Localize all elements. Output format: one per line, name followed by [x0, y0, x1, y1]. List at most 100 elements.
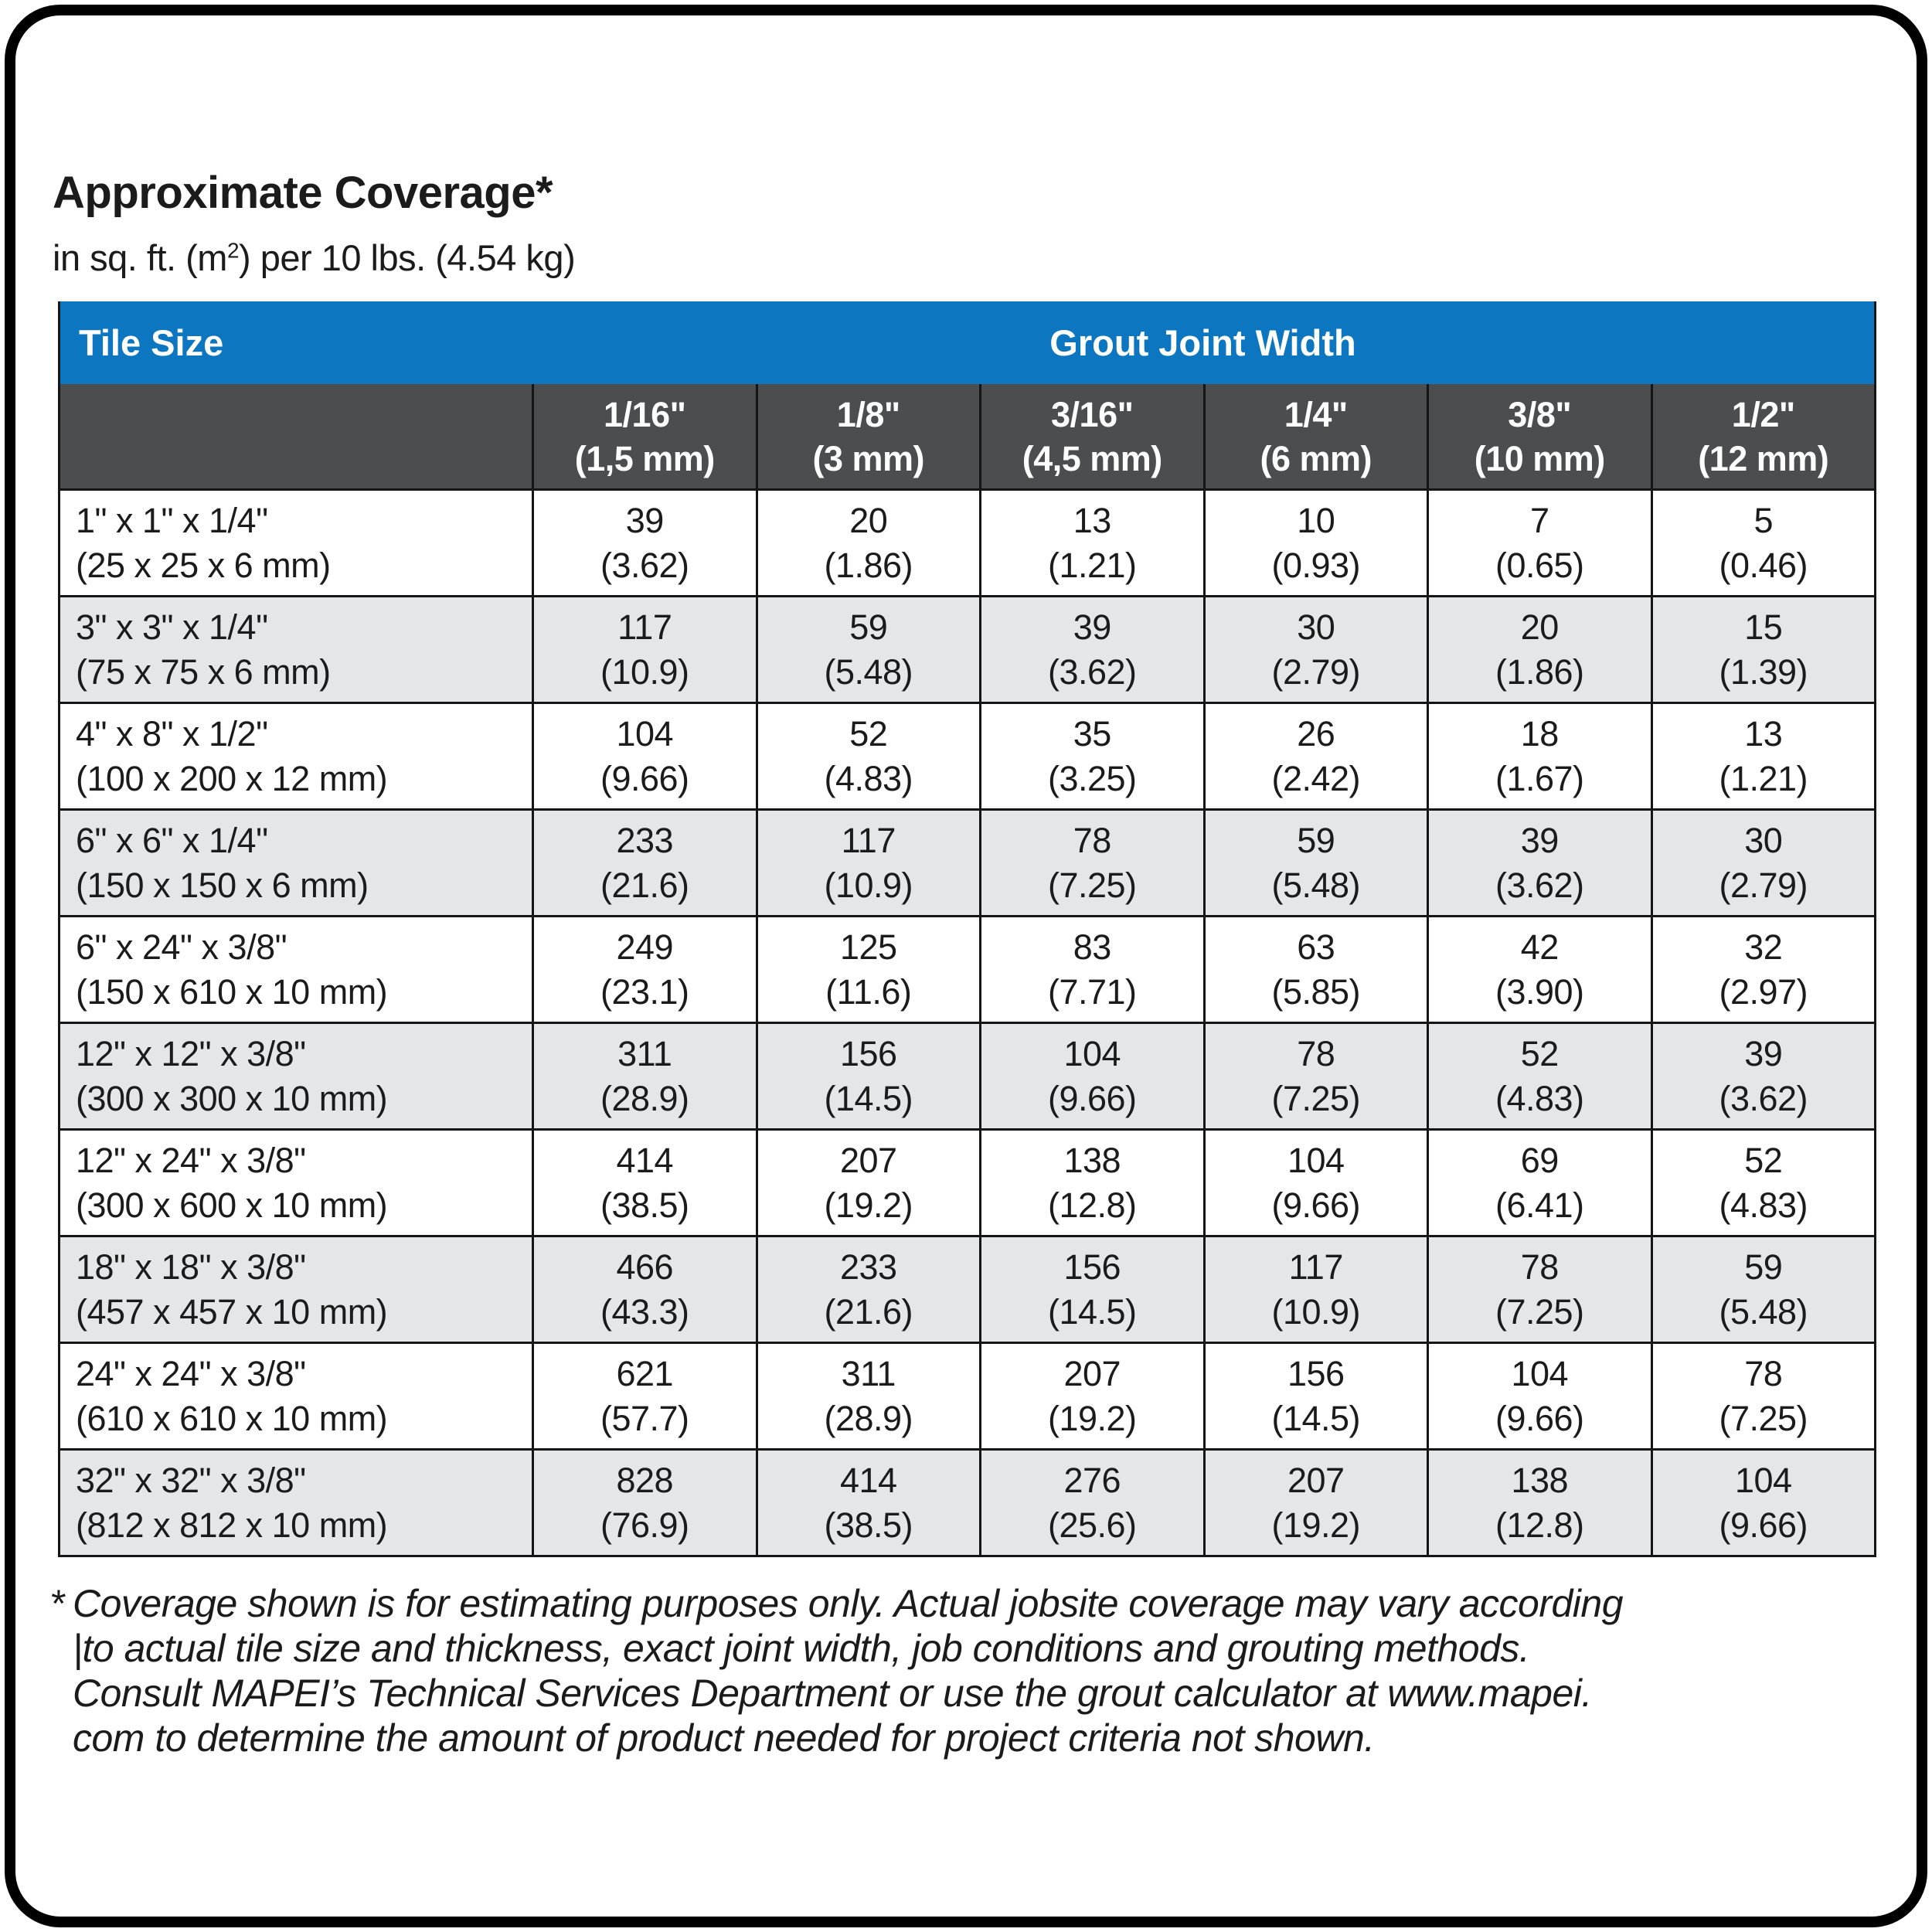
coverage-m2: (10.9) [600, 651, 689, 692]
coverage-m2: (11.6) [825, 971, 912, 1012]
footnote: * Coverage shown is for estimating purpo… [49, 1581, 1912, 1760]
tile-size-metric: (75 x 75 x 6 mm) [76, 651, 331, 692]
footnote-marker: * [49, 1582, 64, 1625]
coverage-sqft: 414 [616, 1140, 674, 1180]
coverage-m2: (2.97) [1719, 971, 1808, 1012]
coverage-cell: 63 (5.85) [1202, 917, 1427, 1022]
coverage-m2: (9.66) [1495, 1398, 1584, 1438]
coverage-sqft: 117 [617, 607, 672, 647]
coverage-cell: 7 (0.65) [1427, 491, 1651, 595]
coverage-cell: 249 (23.1) [532, 917, 756, 1022]
coverage-cell: 20 (1.86) [1427, 597, 1651, 702]
coverage-cell: 156 (14.5) [1202, 1344, 1427, 1448]
coverage-m2: (25.6) [1047, 1505, 1137, 1545]
tile-size-metric: (812 x 812 x 10 mm) [76, 1505, 388, 1545]
coverage-m2: (7.25) [1271, 1078, 1361, 1118]
coverage-sqft: 117 [841, 820, 896, 860]
column-header: 1/2" (12 mm) [1650, 384, 1875, 488]
coverage-m2: (2.42) [1271, 758, 1361, 798]
coverage-sqft: 311 [841, 1353, 896, 1393]
tile-size-cell: 24" x 24" x 3/8" (610 x 610 x 10 mm) [60, 1344, 532, 1448]
column-header: 3/16" (4,5 mm) [979, 384, 1203, 488]
tile-size-metric: (300 x 600 x 10 mm) [76, 1185, 388, 1225]
coverage-cell: 32 (2.97) [1650, 917, 1875, 1022]
coverage-m2: (19.2) [1047, 1398, 1137, 1438]
coverage-m2: (1.21) [1719, 758, 1808, 798]
coverage-cell: 311 (28.9) [532, 1024, 756, 1128]
coverage-m2: (21.6) [824, 1291, 913, 1332]
tile-size-inches: 18" x 18" x 3/8" [76, 1247, 306, 1287]
coverage-m2: (6.41) [1495, 1185, 1584, 1225]
coverage-m2: (76.9) [600, 1505, 689, 1545]
coverage-cell: 207 (19.2) [755, 1131, 980, 1235]
coverage-sqft: 18 [1520, 713, 1560, 753]
coverage-sqft: 39 [1073, 607, 1112, 647]
coverage-cell: 138 (12.8) [1427, 1451, 1651, 1555]
coverage-m2: (19.2) [824, 1185, 913, 1225]
footnote-line: |to actual tile size and thickness, exac… [73, 1627, 1530, 1670]
coverage-sqft: 138 [1063, 1140, 1121, 1180]
coverage-m2: (0.65) [1495, 545, 1584, 585]
tile-size-metric: (25 x 25 x 6 mm) [76, 545, 331, 585]
coverage-sqft: 207 [839, 1140, 897, 1180]
coverage-m2: (28.9) [600, 1078, 689, 1118]
coverage-sqft: 52 [1520, 1033, 1560, 1073]
coverage-cell: 414 (38.5) [755, 1451, 980, 1555]
column-header-inch: 1/4" [1284, 394, 1348, 434]
coverage-cell: 59 (5.48) [1650, 1237, 1875, 1342]
coverage-m2: (2.79) [1719, 865, 1808, 905]
page-title: Approximate Coverage* [53, 168, 553, 218]
coverage-sqft: 414 [839, 1460, 897, 1500]
coverage-cell: 207 (19.2) [979, 1344, 1203, 1448]
tile-size-cell: 4" x 8" x 1/2" (100 x 200 x 12 mm) [60, 704, 532, 808]
tile-size-metric: (457 x 457 x 10 mm) [76, 1291, 388, 1332]
coverage-sqft: 104 [1063, 1033, 1121, 1073]
coverage-sqft: 207 [1063, 1353, 1121, 1393]
coverage-m2: (14.5) [1047, 1291, 1137, 1332]
coverage-sqft: 30 [1744, 820, 1783, 860]
subtitle-superscript: 2 [226, 238, 240, 263]
page-subtitle: in sq. ft. (m2) per 10 lbs. (4.54 kg) [53, 236, 576, 279]
column-header: 1/8" (3 mm) [755, 384, 980, 488]
coverage-sqft: 78 [1520, 1247, 1560, 1287]
column-header-inch: 1/2" [1731, 394, 1795, 434]
coverage-cell: 117 (10.9) [532, 597, 756, 702]
coverage-sqft: 78 [1744, 1353, 1783, 1393]
coverage-sqft: 311 [617, 1033, 672, 1073]
coverage-m2: (23.1) [600, 971, 689, 1012]
coverage-sqft: 63 [1297, 927, 1335, 967]
coverage-sqft: 125 [839, 927, 897, 967]
tile-size-inches: 12" x 24" x 3/8" [76, 1140, 306, 1180]
coverage-cell: 69 (6.41) [1427, 1131, 1651, 1235]
column-header-inch: 3/8" [1508, 394, 1572, 434]
coverage-m2: (4.83) [1719, 1185, 1808, 1225]
coverage-m2: (1.67) [1495, 758, 1584, 798]
coverage-cell: 5 (0.46) [1650, 491, 1875, 595]
coverage-sqft: 828 [616, 1460, 674, 1500]
coverage-m2: (7.25) [1719, 1398, 1808, 1438]
coverage-cell: 18 (1.67) [1427, 704, 1651, 808]
coverage-sqft: 30 [1297, 607, 1335, 647]
coverage-cell: 117 (10.9) [1202, 1237, 1427, 1342]
coverage-sqft: 276 [1063, 1460, 1121, 1500]
coverage-sqft: 233 [616, 820, 674, 860]
coverage-cell: 104 (9.66) [1650, 1451, 1875, 1555]
footnote-line: Consult MAPEI’s Technical Services Depar… [73, 1672, 1592, 1715]
column-header-inch: 1/16" [604, 394, 686, 434]
coverage-cell: 78 (7.25) [1202, 1024, 1427, 1128]
coverage-sqft: 138 [1511, 1460, 1569, 1500]
coverage-sqft: 15 [1744, 607, 1783, 647]
coverage-sqft: 59 [1297, 820, 1335, 860]
coverage-sqft: 26 [1297, 713, 1335, 753]
column-header-metric: (3 mm) [812, 438, 925, 478]
coverage-cell: 78 (7.25) [979, 811, 1203, 915]
column-header: 1/4" (6 mm) [1202, 384, 1427, 488]
column-header: 1/16" (1,5 mm) [532, 384, 756, 488]
coverage-m2: (43.3) [600, 1291, 689, 1332]
coverage-cell: 39 (3.62) [1427, 811, 1651, 915]
coverage-m2: (3.25) [1047, 758, 1137, 798]
column-header-metric: (12 mm) [1698, 438, 1829, 478]
coverage-sqft: 78 [1297, 1033, 1335, 1073]
coverage-cell: 15 (1.39) [1650, 597, 1875, 702]
coverage-sqft: 59 [849, 607, 888, 647]
